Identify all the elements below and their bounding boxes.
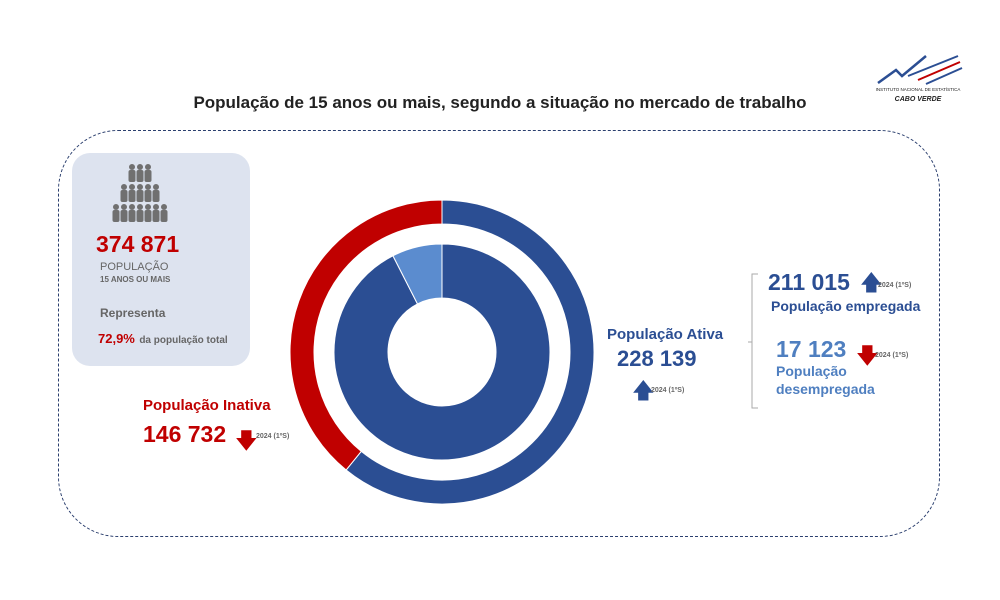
- arrow-up-icon: 🡅: [860, 270, 883, 295]
- unemployed-period: 2024 (1ºS): [875, 352, 909, 359]
- donut-slice-popula-o-empregada: [333, 243, 551, 461]
- total-population-value: 374 871: [96, 231, 180, 257]
- people-icon: [112, 164, 168, 222]
- page-title: População de 15 anos ou mais, segundo a …: [193, 93, 807, 112]
- inactive-value: 146 732: [143, 421, 227, 447]
- pct-value: 72,9%: [98, 331, 135, 346]
- arrow-down-icon: 🡇: [235, 428, 258, 453]
- inactive-label: População Inativa: [143, 397, 271, 414]
- pct-line: 72,9% da população total: [98, 330, 228, 348]
- active-value: 228 139: [617, 346, 697, 371]
- active-period: 2024 (1ºS): [651, 387, 685, 394]
- total-population-card: 374 871 POPULAÇÃO 15 ANOS OU MAIS Repres…: [72, 153, 250, 366]
- arrow-down-icon: 🡇: [856, 343, 879, 368]
- card-sublabel: 15 ANOS OU MAIS: [100, 275, 171, 284]
- pct-suffix: da população total: [139, 335, 228, 346]
- arrow-up-icon: 🡅: [632, 378, 655, 403]
- inactive-period: 2024 (1ºS): [256, 433, 290, 440]
- employed-label: População empregada: [771, 298, 921, 314]
- dashed-frame: [58, 130, 940, 537]
- donut-slice-popula-o-desempregada: [392, 243, 443, 305]
- donut-slice-popula-o-ativa: [345, 199, 595, 505]
- unemployed-value: 17 123: [776, 336, 847, 362]
- bracket: [748, 273, 758, 409]
- represent-label: Representa: [100, 306, 166, 320]
- logo-country: CABO VERDE: [894, 96, 942, 103]
- card-label: POPULAÇÃO: [100, 261, 169, 273]
- active-label: População Ativa: [607, 326, 724, 343]
- donut-slice-popula-o-inativa: [289, 199, 443, 471]
- unemployed-label-2: desempregada: [776, 381, 875, 397]
- employed-value: 211 015: [768, 269, 850, 295]
- logo-icon: INSTITUTO NACIONAL DE ESTATÍSTICA: [876, 55, 963, 92]
- ine-logo: INSTITUTO NACIONAL DE ESTATÍSTICA CABO V…: [868, 48, 968, 103]
- svg-text:INSTITUTO NACIONAL DE ESTATÍST: INSTITUTO NACIONAL DE ESTATÍSTICA: [876, 86, 961, 92]
- employed-period: 2024 (1ºS): [878, 282, 912, 289]
- unemployed-label: População: [776, 363, 847, 379]
